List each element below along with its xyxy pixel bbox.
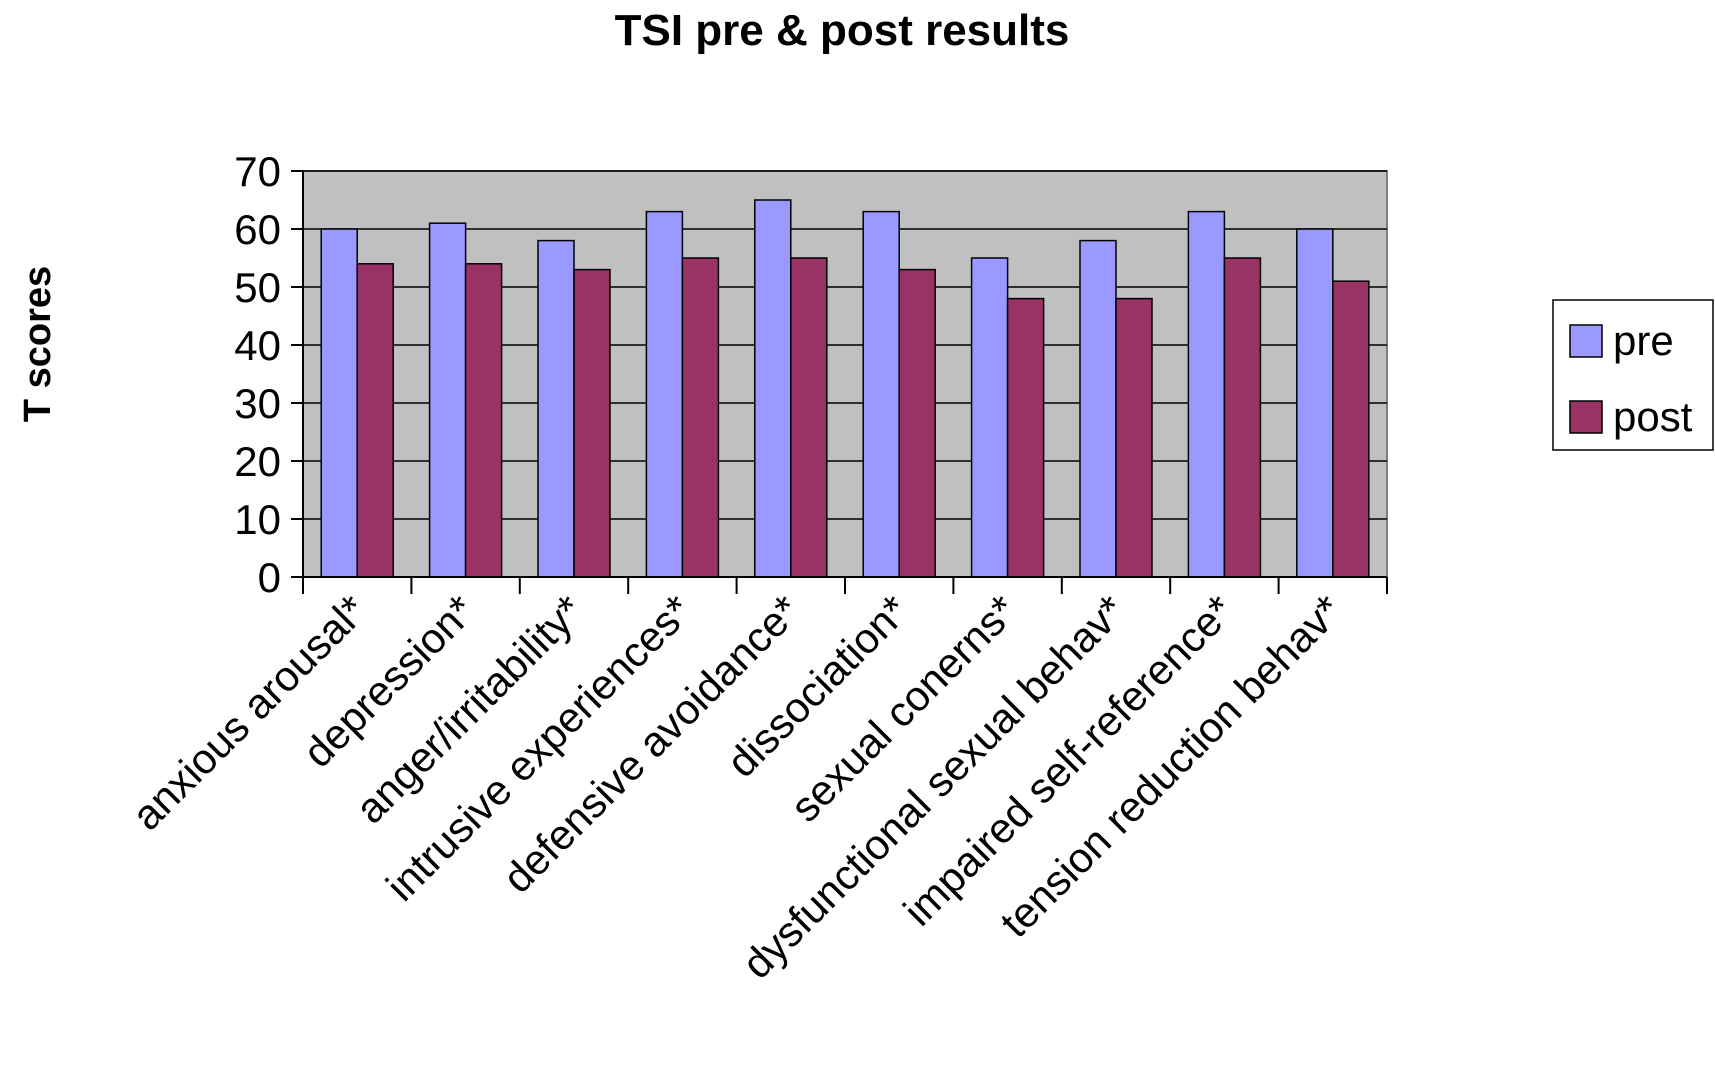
chart-title: TSI pre & post results [615, 6, 1070, 55]
y-tick-labels: 0 10 20 30 40 50 60 70 [234, 148, 281, 601]
bar-post [898, 268, 936, 578]
bar-pre [754, 199, 792, 578]
y-axis-label: T scores [17, 266, 59, 422]
bar-pre [862, 210, 900, 578]
y-tick-label: 40 [234, 322, 281, 369]
legend: pre post [1552, 299, 1714, 451]
bar-pre [645, 210, 684, 578]
legend-label-pre: pre [1613, 317, 1674, 364]
bar-post [790, 257, 828, 578]
bar-post [573, 268, 611, 578]
y-tick-label: 10 [234, 496, 281, 543]
axes [291, 170, 1388, 594]
y-tick-label: 20 [234, 438, 281, 485]
bar-post [1332, 280, 1370, 578]
y-tick-label: 50 [234, 264, 281, 311]
bar-pre [970, 257, 1009, 578]
y-tick-label: 60 [234, 206, 281, 253]
y-tick-label: 70 [234, 148, 281, 195]
bar-post [1223, 257, 1262, 578]
bar-post [464, 263, 503, 578]
bar-post [356, 263, 394, 578]
bar-pre [1296, 228, 1334, 578]
y-tick-label: 30 [234, 380, 281, 427]
bar-pre [320, 228, 358, 578]
legend-swatch-post [1569, 400, 1603, 434]
bar-post [1006, 297, 1045, 578]
bar-post [1115, 297, 1153, 578]
y-tick-label: 0 [258, 554, 281, 601]
legend-swatch-pre [1569, 324, 1603, 358]
x-tick-labels: anxious arousal*depression*anger/irritab… [123, 586, 1351, 987]
bar-pre [1187, 210, 1226, 578]
bar-pre [1079, 239, 1117, 578]
bars [320, 199, 1370, 578]
bar-pre [537, 239, 575, 578]
legend-label-post: post [1613, 393, 1693, 440]
bar-pre [428, 222, 467, 578]
bar-post [681, 257, 720, 578]
